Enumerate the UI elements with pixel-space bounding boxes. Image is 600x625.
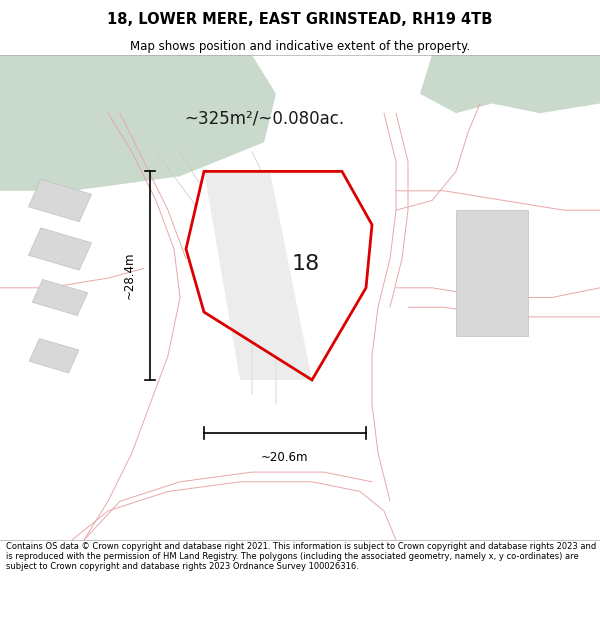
Text: 18, LOWER MERE, EAST GRINSTEAD, RH19 4TB: 18, LOWER MERE, EAST GRINSTEAD, RH19 4TB bbox=[107, 12, 493, 27]
Text: ~20.6m: ~20.6m bbox=[261, 451, 309, 464]
Polygon shape bbox=[420, 55, 600, 113]
Text: Contains OS data © Crown copyright and database right 2021. This information is : Contains OS data © Crown copyright and d… bbox=[6, 542, 596, 571]
Polygon shape bbox=[28, 228, 92, 270]
Polygon shape bbox=[0, 55, 276, 191]
Polygon shape bbox=[456, 210, 528, 336]
Text: ~28.4m: ~28.4m bbox=[122, 252, 136, 299]
Text: Map shows position and indicative extent of the property.: Map shows position and indicative extent… bbox=[130, 39, 470, 52]
Polygon shape bbox=[32, 279, 88, 316]
Text: 18: 18 bbox=[292, 254, 320, 274]
Polygon shape bbox=[29, 339, 79, 373]
Polygon shape bbox=[186, 171, 372, 380]
Polygon shape bbox=[204, 171, 312, 380]
Text: ~325m²/~0.080ac.: ~325m²/~0.080ac. bbox=[184, 109, 344, 127]
Polygon shape bbox=[28, 179, 92, 222]
